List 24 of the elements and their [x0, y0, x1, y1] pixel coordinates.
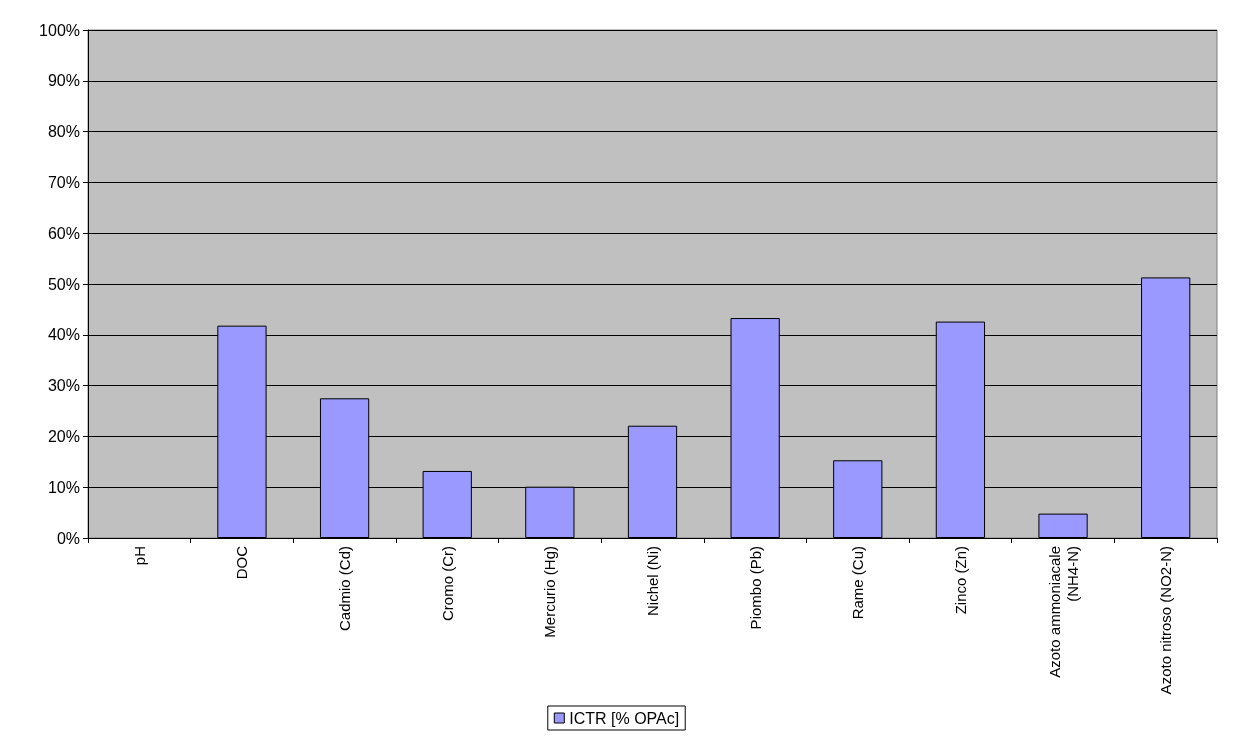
y-tick-label: 60% [47, 224, 80, 242]
legend-label: ICTR [% OPAc] [569, 709, 680, 727]
x-tick-label: Zinco (Zn) [951, 546, 969, 615]
bar [1038, 513, 1088, 538]
x-tick-label: Cadmio (Cd) [336, 546, 354, 632]
y-tick-label: 0% [56, 529, 80, 547]
x-tick-label: Rame (Cu) [849, 546, 867, 620]
y-tick-label: 40% [47, 326, 80, 344]
x-tick-label: Piombo (Pb) [746, 546, 764, 630]
y-tick-label: 20% [47, 427, 80, 445]
x-tick-label: Mercurio (Hg) [541, 546, 559, 638]
y-tick-label: 100% [39, 21, 80, 39]
y-tick-label: 50% [47, 275, 80, 293]
y-tick-label: 90% [47, 72, 80, 90]
y-tick-label: 10% [47, 478, 80, 496]
x-tick-label: Azoto nitroso (NO2-N) [1157, 546, 1175, 695]
y-tick-label: 30% [47, 377, 80, 395]
y-tick-label: 70% [47, 173, 80, 191]
x-tick-label: pH [130, 546, 148, 566]
x-tick-label: Azoto ammoniacale (NH4-N) [1045, 546, 1081, 678]
x-tick-label: Nichel (Ni) [644, 546, 661, 617]
x-tick-label: Cromo (Cr) [438, 546, 456, 621]
x-tick-label: DOC [233, 545, 251, 580]
y-tick-label: 80% [47, 123, 80, 141]
